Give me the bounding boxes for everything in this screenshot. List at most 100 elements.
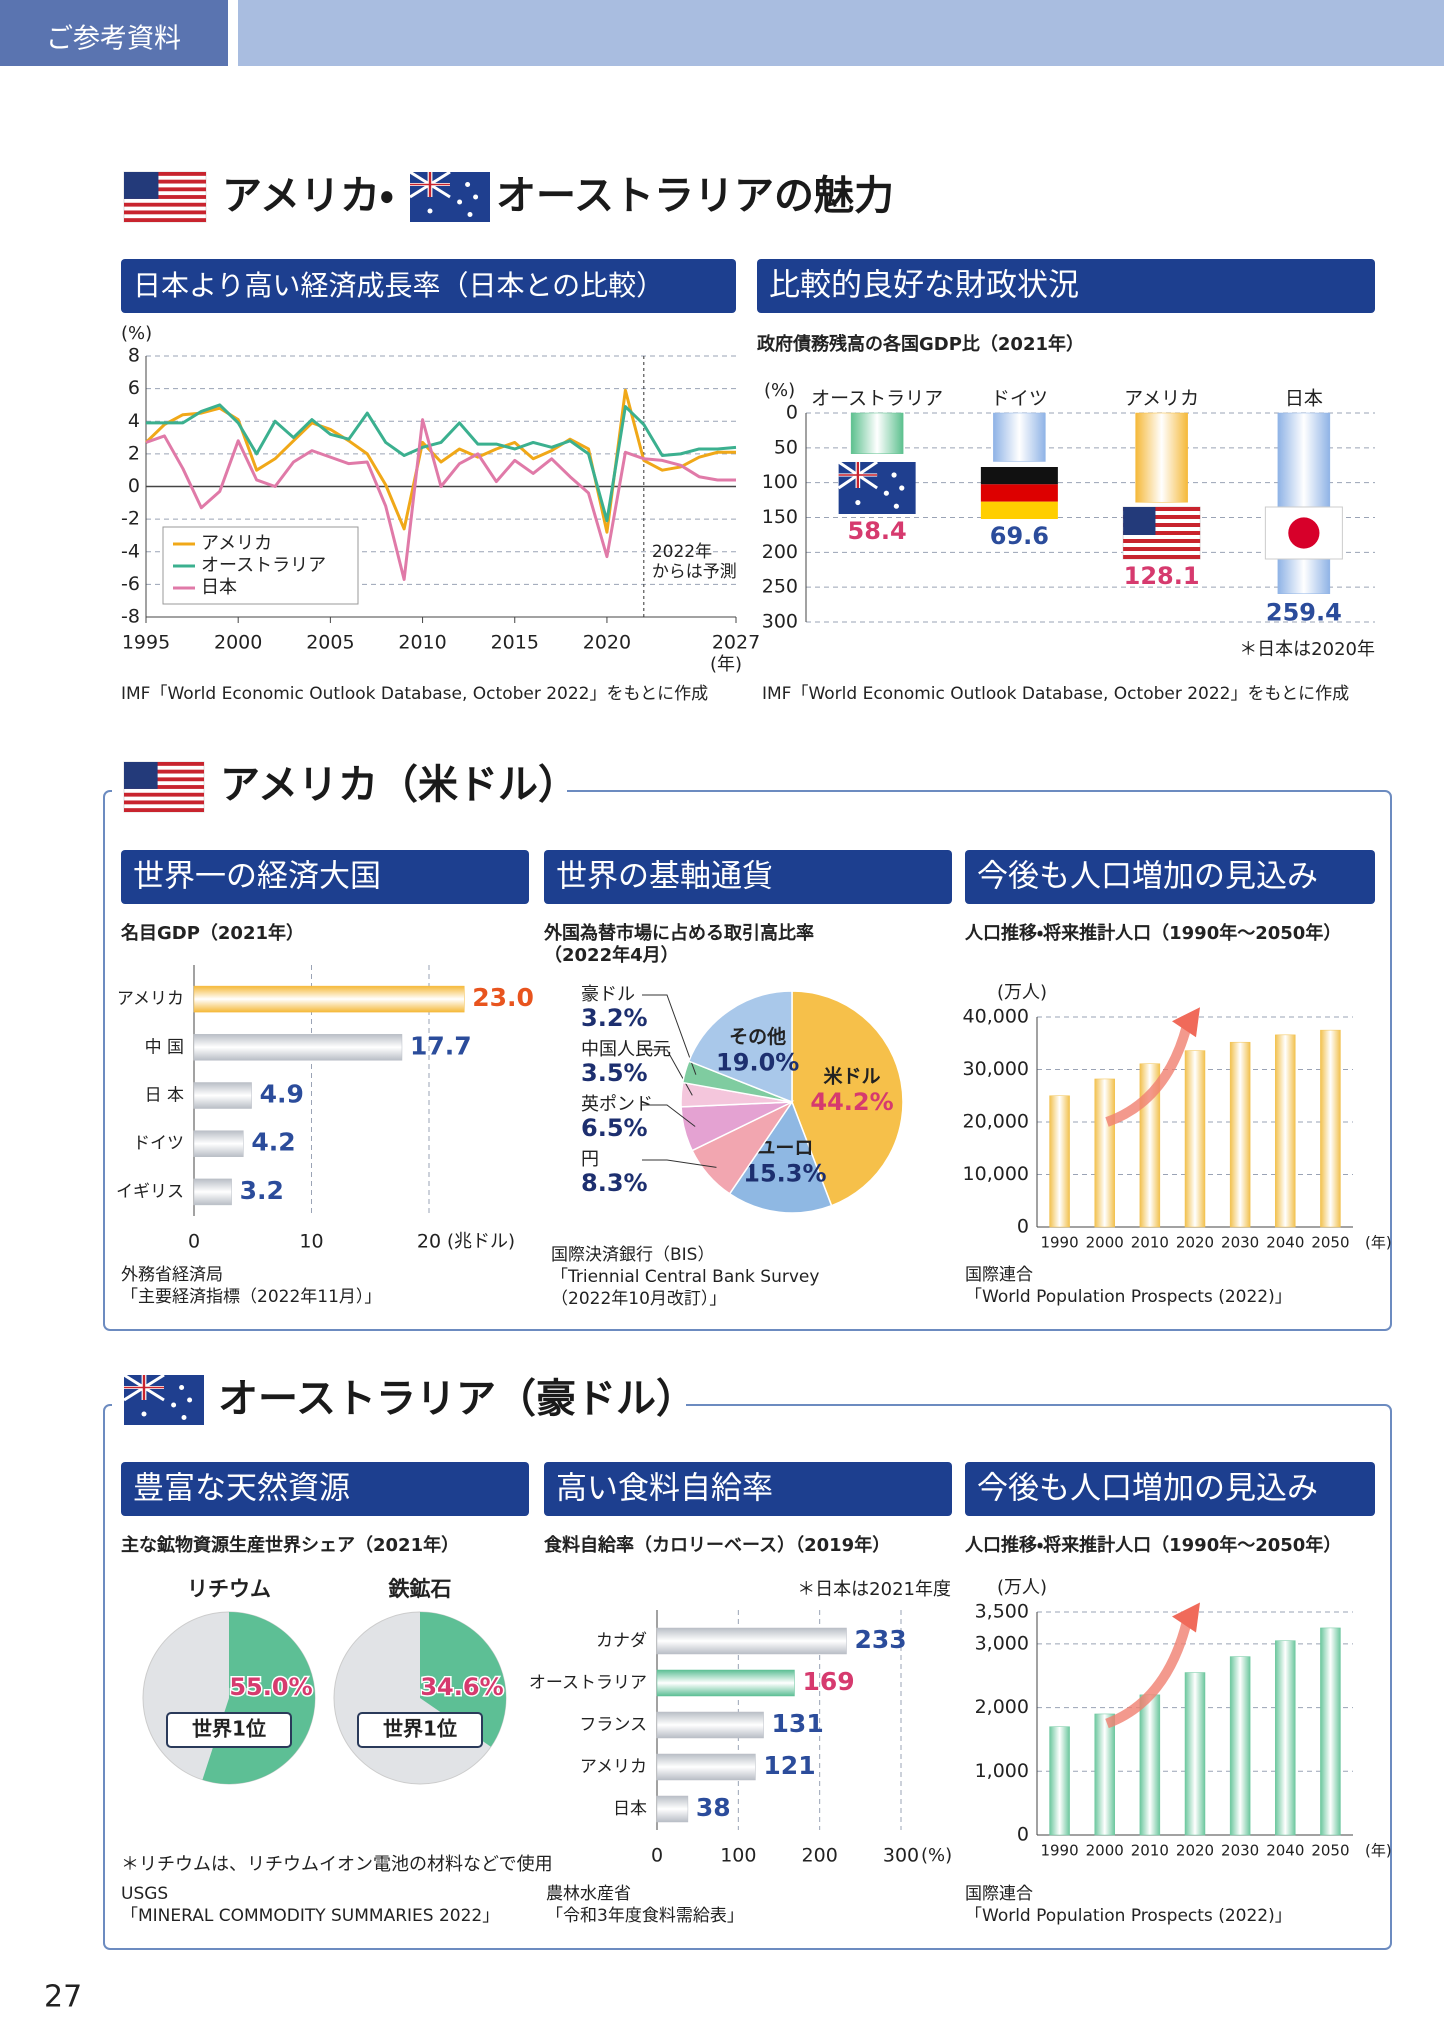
flag <box>1123 523 1201 527</box>
x-tick-label: 2000 <box>214 632 262 654</box>
x-tick-label: 1990 <box>1040 1234 1078 1252</box>
value-label: 23.0 <box>472 983 534 1012</box>
value-label: 4.2 <box>251 1128 295 1157</box>
slice-label: 中国人民元 <box>581 1039 671 1060</box>
series-line <box>145 418 736 581</box>
flag <box>473 194 479 200</box>
source: 「主要経済指標（2022年11月）」 <box>121 1287 381 1307</box>
flag <box>1123 547 1201 551</box>
x-tick-label: 2040 <box>1266 1842 1304 1860</box>
pie-slice <box>791 990 904 1207</box>
note: ＊日本は2020年 <box>1239 639 1375 660</box>
flag <box>855 499 861 506</box>
flag <box>141 1411 147 1417</box>
bar <box>1135 412 1188 503</box>
header-band <box>238 0 1444 66</box>
annotation: 2022年 <box>652 542 712 562</box>
bar <box>193 1082 252 1109</box>
flag <box>1123 507 1201 511</box>
flag <box>124 172 159 199</box>
bar <box>656 1753 756 1781</box>
y-axis-label: (%) <box>764 380 795 401</box>
flag <box>980 467 1058 485</box>
y-tick-label: 6 <box>128 377 140 399</box>
panel-title: 高い食料自給率 <box>556 1471 773 1507</box>
x-tick-label: 2030 <box>1221 1842 1259 1860</box>
bar <box>1320 1627 1341 1836</box>
bar <box>193 1130 244 1157</box>
pie-title: リチウム <box>187 1577 271 1601</box>
category-label: ドイツ <box>991 388 1048 410</box>
y-axis-label: (%) <box>121 323 152 344</box>
category-label: 日本 <box>613 1799 647 1819</box>
x-tick-label: 200 <box>802 1845 838 1867</box>
x-tick-label: 2030 <box>1221 1234 1259 1252</box>
chart-title: 人口推移・将来推計人口（1990年～2050年） <box>964 1534 1341 1556</box>
value-label: 233 <box>855 1625 907 1654</box>
slice-value: 8.3% <box>581 1169 648 1197</box>
trend-arrow <box>1105 1619 1192 1729</box>
slice-value: 3.2% <box>581 1004 648 1032</box>
y-tick-label: -2 <box>121 508 140 530</box>
y-tick-label: 50 <box>774 436 798 458</box>
source: 国際連合 <box>965 1265 1033 1285</box>
source: 農林水産省 <box>546 1884 631 1904</box>
panel-header <box>757 259 1375 313</box>
source: 「Triennial Central Bank Survey <box>551 1267 819 1287</box>
y-axis-label: (万人) <box>997 1577 1047 1598</box>
value-label: 17.7 <box>410 1031 472 1060</box>
y-tick-label: 3,500 <box>975 1601 1029 1623</box>
section-box <box>103 790 1392 1331</box>
annotation: からは予測 <box>652 562 737 582</box>
slice-value: 34.6% <box>420 1673 503 1701</box>
bar <box>993 412 1046 462</box>
chart-title: 名目GDP（2021年） <box>120 922 304 944</box>
panel-header <box>965 850 1375 904</box>
flag <box>980 501 1058 519</box>
slice-value: 6.5% <box>581 1114 648 1142</box>
flag <box>124 202 206 207</box>
bar <box>1229 1041 1251 1228</box>
pie-title: 鉄鉱石 <box>388 1577 452 1601</box>
category-label: アメリカ <box>1124 388 1199 410</box>
value-label: 121 <box>763 1751 815 1780</box>
x-tick-label: 0 <box>651 1845 663 1867</box>
x-tick-label: 2010 <box>398 632 446 654</box>
category-label: イギリス <box>116 1182 184 1202</box>
trend-arrow <box>1105 1024 1192 1127</box>
slice-label: 米ドル <box>824 1064 881 1087</box>
bar <box>1094 1713 1115 1836</box>
series-line <box>146 403 737 523</box>
x-tick-label: 300 <box>883 1845 919 1867</box>
category-label: フランス <box>579 1715 647 1735</box>
flag <box>899 485 905 491</box>
flag <box>124 769 204 774</box>
bar <box>1184 1672 1206 1836</box>
chart-title: 外国為替市場に占める取引高比率 <box>543 922 814 944</box>
flag <box>1288 517 1320 549</box>
y-tick-label: 40,000 <box>963 1006 1029 1028</box>
flag <box>124 195 206 199</box>
y-tick-label: 1,000 <box>975 1760 1029 1782</box>
value-label: 69.6 <box>990 522 1049 550</box>
panel-title: 比較的良好な財政状況 <box>769 268 1079 304</box>
bar <box>1320 1029 1341 1228</box>
series-line <box>144 388 736 534</box>
rank-box <box>166 1712 292 1748</box>
pie-slice <box>728 1100 833 1214</box>
source: IMF「World Economic Outlook Database, Oct… <box>762 684 1349 704</box>
x-tick-label: 0 <box>188 1231 200 1253</box>
x-axis-label: (年) <box>1365 1842 1392 1860</box>
y-tick-label: 150 <box>762 506 798 528</box>
bar <box>193 985 465 1013</box>
flag <box>891 472 897 478</box>
flag <box>465 182 471 187</box>
value-label: 38 <box>696 1793 731 1822</box>
page-number: 27 <box>44 1980 82 2015</box>
y-tick-label: 8 <box>128 345 140 367</box>
bar <box>656 1795 689 1823</box>
category-label: ドイツ <box>133 1134 184 1154</box>
flag <box>124 792 204 797</box>
y-tick-label: -4 <box>121 540 140 562</box>
x-tick-label: 2010 <box>1131 1234 1169 1252</box>
